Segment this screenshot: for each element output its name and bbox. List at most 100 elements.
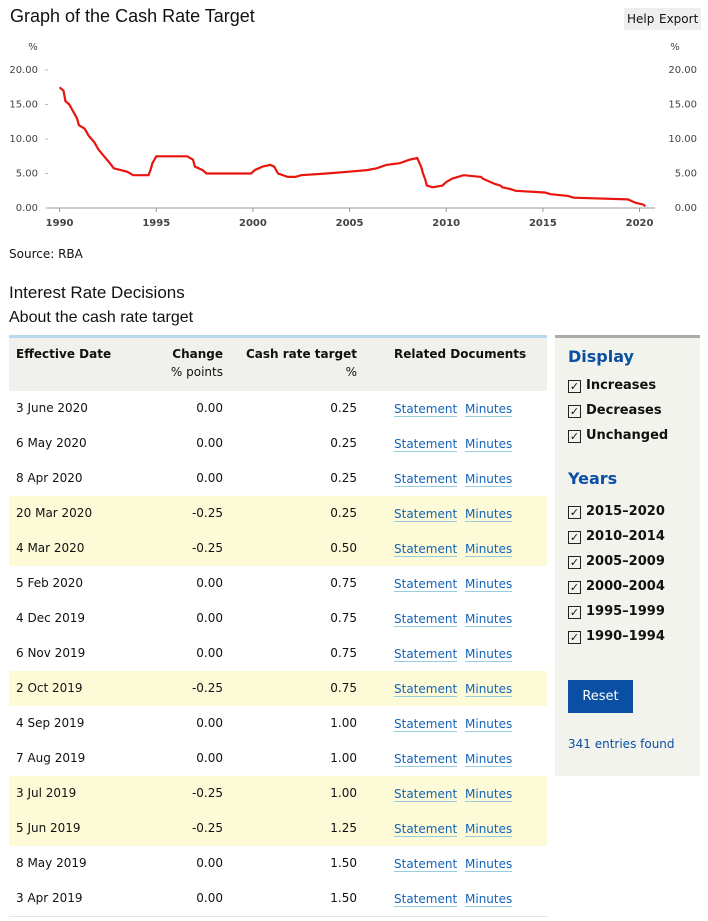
change: -0.25 [191, 541, 223, 555]
minutes-link[interactable]: Minutes [465, 682, 513, 697]
filter-checkbox[interactable]: ✓ 2010–2014 [568, 529, 665, 544]
table-row: 20 Mar 2020 -0.25 0.25 Statement Minutes [9, 496, 547, 532]
change: -0.25 [191, 681, 223, 695]
help-button[interactable]: Help [624, 8, 658, 30]
section-title: Interest Rate Decisions [9, 283, 185, 302]
statement-link[interactable]: Statement [394, 542, 458, 557]
checkbox[interactable]: ✓ [568, 531, 581, 544]
cash-rate: 1.50 [330, 856, 357, 870]
table-row: 2 Oct 2019 -0.25 0.75 Statement Minutes [9, 671, 547, 707]
filter-checkbox[interactable]: ✓ Decreases [568, 403, 662, 418]
minutes-link[interactable]: Minutes [465, 542, 513, 557]
statement-link[interactable]: Statement [394, 612, 458, 627]
cash-rate: 1.25 [330, 821, 357, 835]
cash-rate: 1.00 [330, 716, 357, 730]
cash-rate: 0.75 [330, 576, 357, 590]
minutes-link[interactable]: Minutes [465, 717, 513, 732]
checkbox-label: Increases [586, 378, 657, 393]
checkbox-label: 2005–2009 [586, 554, 665, 569]
checkbox[interactable]: ✓ [568, 606, 581, 619]
minutes-link[interactable]: Minutes [465, 612, 513, 627]
y-tick-label: 20.00 [9, 65, 38, 76]
y-tick-label: 10.00 [9, 134, 38, 145]
statement-link[interactable]: Statement [394, 577, 458, 592]
checkbox[interactable]: ✓ [568, 506, 581, 519]
chart: % % 0.00 0.00 5.00 5.00 10.00 10.00 15.00 15.00… [9, 42, 697, 229]
y2-tick-label: 15.00 [668, 100, 697, 111]
filter-checkbox[interactable]: ✓ 1990–1994 [568, 629, 665, 644]
reset-button[interactable]: Reset [568, 680, 633, 713]
effective-date: 6 May 2020 [16, 436, 87, 450]
table-row: 7 Aug 2019 0.00 1.00 Statement Minutes [9, 741, 547, 777]
y-tick-label: 5.00 [16, 169, 38, 180]
checkbox[interactable]: ✓ [568, 631, 581, 644]
y-tick-label: 0.00 [16, 203, 38, 214]
years-title: Years [568, 469, 618, 488]
minutes-link[interactable]: Minutes [465, 892, 513, 907]
filter-checkbox[interactable]: ✓ Increases [568, 378, 656, 393]
y-axis-label: % [28, 42, 38, 53]
checkbox[interactable]: ✓ [568, 405, 581, 418]
minutes-link[interactable]: Minutes [465, 857, 513, 872]
x-tick-label: 2020 [626, 218, 654, 229]
checkbox[interactable]: ✓ [568, 556, 581, 569]
statement-link[interactable]: Statement [394, 437, 458, 452]
checkbox-label: Unchanged [586, 428, 669, 443]
x-tick-label: 2015 [529, 218, 557, 229]
table-row: 6 Nov 2019 0.00 0.75 Statement Minutes [9, 636, 547, 672]
minutes-link[interactable]: Minutes [465, 647, 513, 662]
minutes-link[interactable]: Minutes [465, 822, 513, 837]
effective-date: 3 June 2020 [16, 401, 88, 415]
display-title: Display [568, 347, 634, 366]
statement-link[interactable]: Statement [394, 822, 458, 837]
table-row: 8 May 2019 0.00 1.50 Statement Minutes [9, 846, 547, 882]
effective-date: 8 May 2019 [16, 856, 87, 870]
minutes-link[interactable]: Minutes [465, 472, 513, 487]
checkbox-label: 2000–2004 [586, 579, 665, 594]
statement-link[interactable]: Statement [394, 857, 458, 872]
cash-rate: 0.25 [330, 401, 357, 415]
entries-count: 341 entries found [568, 737, 675, 751]
minutes-link[interactable]: Minutes [465, 507, 513, 522]
checkbox[interactable]: ✓ [568, 380, 581, 393]
table-row: 6 May 2020 0.00 0.25 Statement Minutes [9, 426, 547, 462]
table-row: 3 Jul 2019 -0.25 1.00 Statement Minutes [9, 776, 547, 812]
cash-rate: 0.75 [330, 681, 357, 695]
filter-checkbox[interactable]: ✓ 2005–2009 [568, 554, 665, 569]
statement-link[interactable]: Statement [394, 647, 458, 662]
cash-rate: 1.50 [330, 891, 357, 905]
table-row: 8 Apr 2020 0.00 0.25 Statement Minutes [9, 461, 547, 497]
statement-link[interactable]: Statement [394, 787, 458, 802]
minutes-link[interactable]: Minutes [465, 437, 513, 452]
statement-link[interactable]: Statement [394, 402, 458, 417]
filter-checkbox[interactable]: ✓ 2000–2004 [568, 579, 665, 594]
y2-tick-label: 5.00 [675, 169, 697, 180]
statement-link[interactable]: Statement [394, 507, 458, 522]
filter-checkbox[interactable]: ✓ Unchanged [568, 428, 668, 443]
statement-link[interactable]: Statement [394, 892, 458, 907]
cash-rate: 0.75 [330, 646, 357, 660]
statement-link[interactable]: Statement [394, 472, 458, 487]
y-tick-label: 15.00 [9, 100, 38, 111]
cash-rate: 0.25 [330, 506, 357, 520]
minutes-link[interactable]: Minutes [465, 577, 513, 592]
minutes-link[interactable]: Minutes [465, 752, 513, 767]
statement-link[interactable]: Statement [394, 752, 458, 767]
table-row: 4 Sep 2019 0.00 1.00 Statement Minutes [9, 706, 547, 742]
change: 0.00 [196, 646, 223, 660]
change: -0.25 [191, 506, 223, 520]
column-header: % [345, 365, 357, 379]
change: -0.25 [191, 821, 223, 835]
statement-link[interactable]: Statement [394, 717, 458, 732]
minutes-link[interactable]: Minutes [465, 787, 513, 802]
filter-checkbox[interactable]: ✓ 1995–1999 [568, 604, 665, 619]
change: 0.00 [196, 611, 223, 625]
checkbox-label: 2015–2020 [586, 504, 665, 519]
column-header: Cash rate target [245, 347, 357, 361]
checkbox[interactable]: ✓ [568, 430, 581, 443]
statement-link[interactable]: Statement [394, 682, 458, 697]
checkbox[interactable]: ✓ [568, 581, 581, 594]
minutes-link[interactable]: Minutes [465, 402, 513, 417]
filter-checkbox[interactable]: ✓ 2015–2020 [568, 504, 665, 519]
export-button[interactable]: Export [656, 8, 702, 30]
